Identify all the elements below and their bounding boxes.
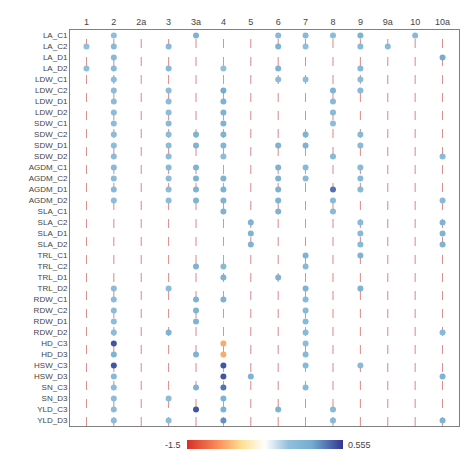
svg-text:AGDM_D2: AGDM_D2 <box>29 196 68 205</box>
svg-text:SDW_C2: SDW_C2 <box>34 130 68 139</box>
svg-text:1: 1 <box>84 17 89 27</box>
svg-text:2: 2 <box>111 17 116 27</box>
svg-text:8: 8 <box>330 17 335 27</box>
svg-text:YLD_C3: YLD_C3 <box>37 405 68 414</box>
svg-text:5: 5 <box>248 17 253 27</box>
svg-text:HSW_D3: HSW_D3 <box>34 372 68 381</box>
svg-text:3: 3 <box>166 17 171 27</box>
svg-text:2a: 2a <box>136 17 146 27</box>
svg-text:9: 9 <box>358 17 363 27</box>
svg-text:6: 6 <box>276 17 281 27</box>
svg-text:7: 7 <box>303 17 308 27</box>
svg-text:TRL_C2: TRL_C2 <box>38 262 68 271</box>
svg-text:SLA_D2: SLA_D2 <box>38 240 68 249</box>
svg-text:HD_C3: HD_C3 <box>41 339 68 348</box>
svg-text:-1.5: -1.5 <box>165 440 181 450</box>
svg-text:AGDM_C1: AGDM_C1 <box>29 163 68 172</box>
svg-text:HSW_C3: HSW_C3 <box>34 361 68 370</box>
svg-text:3a: 3a <box>191 17 201 27</box>
svg-text:LDW_D1: LDW_D1 <box>35 97 68 106</box>
svg-text:TRL_D1: TRL_D1 <box>38 273 68 282</box>
svg-text:AGDM_C2: AGDM_C2 <box>29 174 68 183</box>
svg-text:LA_D1: LA_D1 <box>43 53 68 62</box>
svg-text:TRL_C1: TRL_C1 <box>38 251 68 260</box>
svg-text:SN_C3: SN_C3 <box>42 383 68 392</box>
svg-text:TRL_D2: TRL_D2 <box>38 284 68 293</box>
svg-text:SDW_C1: SDW_C1 <box>34 119 68 128</box>
svg-text:RDW_D2: RDW_D2 <box>34 328 68 337</box>
svg-text:LA_D2: LA_D2 <box>43 64 68 73</box>
svg-text:SDW_D2: SDW_D2 <box>34 152 68 161</box>
svg-text:10: 10 <box>410 17 420 27</box>
svg-text:LDW_D2: LDW_D2 <box>35 108 68 117</box>
svg-text:RDW_C1: RDW_C1 <box>34 295 68 304</box>
svg-text:4: 4 <box>221 17 226 27</box>
svg-text:SLA_C1: SLA_C1 <box>38 207 68 216</box>
svg-text:LDW_C2: LDW_C2 <box>35 86 68 95</box>
svg-text:AGDM_D1: AGDM_D1 <box>29 185 68 194</box>
svg-text:9a: 9a <box>383 17 393 27</box>
svg-text:SLA_C2: SLA_C2 <box>38 218 68 227</box>
svg-text:10a: 10a <box>435 17 450 27</box>
svg-text:SLA_D1: SLA_D1 <box>38 229 68 238</box>
svg-text:HD_D3: HD_D3 <box>41 350 68 359</box>
svg-text:0.555: 0.555 <box>348 440 371 450</box>
svg-text:LA_C2: LA_C2 <box>43 42 68 51</box>
svg-text:RDW_C2: RDW_C2 <box>34 306 68 315</box>
svg-text:YLD_D3: YLD_D3 <box>37 416 68 425</box>
svg-text:LDW_C1: LDW_C1 <box>35 75 68 84</box>
svg-text:RDW_D1: RDW_D1 <box>34 317 68 326</box>
svg-text:SN_D3: SN_D3 <box>42 394 68 403</box>
svg-text:SDW_D1: SDW_D1 <box>34 141 68 150</box>
svg-text:LA_C1: LA_C1 <box>43 31 68 40</box>
